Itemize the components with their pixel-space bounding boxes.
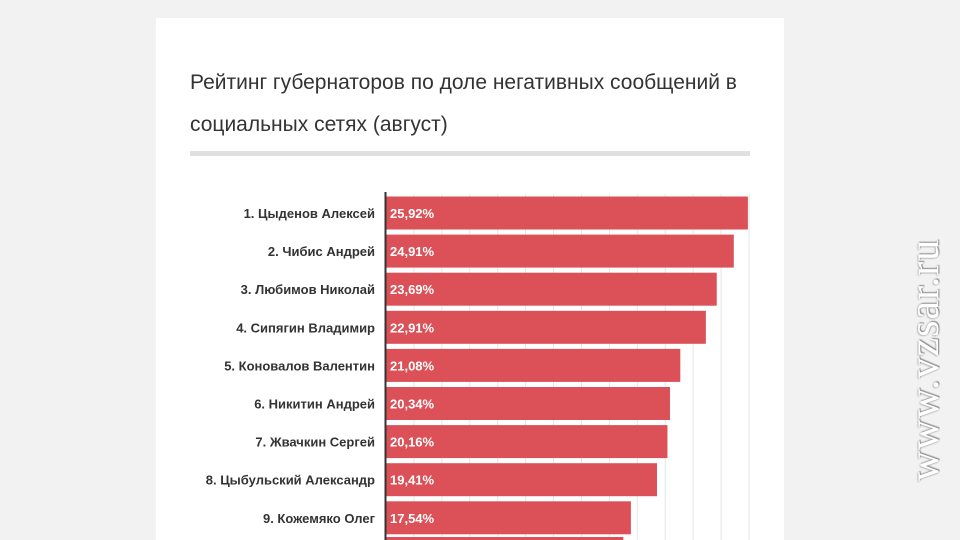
bar [386,310,706,344]
watermark-text: www.vzsar.ru [902,238,948,482]
data-label: 22,91% [390,320,435,335]
data-label: 25,92% [390,206,435,221]
data-label: 17,54% [390,511,435,526]
category-label: 3. Любимов Николай [241,282,375,297]
data-label: 19,41% [390,473,435,488]
data-label: 20,16% [390,435,435,450]
category-label: 1. Цыденов Алексей [244,206,375,221]
chart-title: Рейтинг губернаторов по доле негативных … [190,71,737,136]
bar [386,196,748,230]
category-label: 9. Кожемяко Олег [263,511,376,526]
bar [386,272,717,306]
bar-partial [386,537,624,540]
data-label: 21,08% [390,358,435,373]
category-label: 8. Цыбульский Александр [206,473,375,488]
category-label: 7. Жвачкин Сергей [255,435,375,450]
watermark: www.vzsar.ru [900,190,950,530]
category-label: 4. Сипягин Владимир [236,320,375,335]
category-label: 2. Чибис Андрей [268,244,375,259]
category-label: 6. Никитин Андрей [254,397,375,412]
title-divider [190,151,750,156]
data-label: 23,69% [390,282,435,297]
bar [386,501,631,535]
bar [386,425,668,459]
bar [386,463,657,497]
category-label: 5. Коновалов Валентин [224,358,375,373]
bar [386,387,670,420]
data-label: 20,34% [390,397,435,412]
bar [386,234,734,268]
data-label: 24,91% [390,244,435,259]
bar [386,348,681,382]
